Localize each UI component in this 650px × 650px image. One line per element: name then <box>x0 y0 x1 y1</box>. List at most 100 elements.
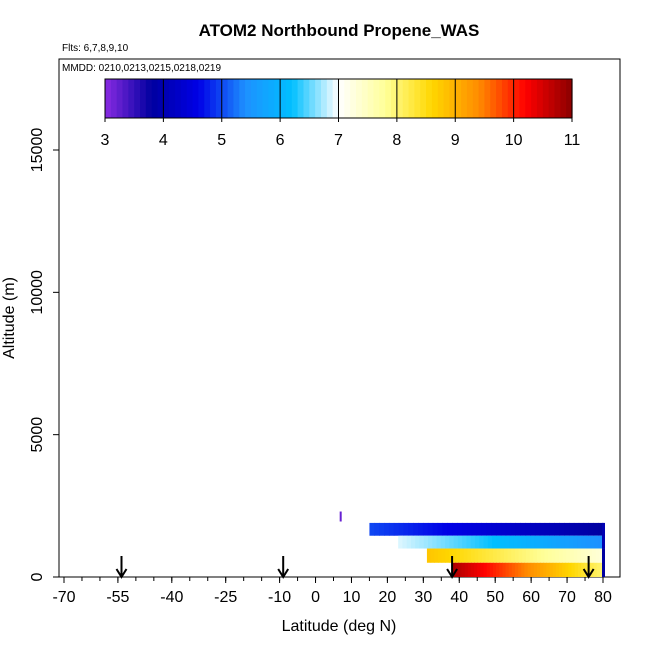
colorbar-segment <box>338 79 345 118</box>
colorbar-segment <box>233 79 240 118</box>
data-cell <box>478 548 483 563</box>
colorbar-segment <box>501 79 509 118</box>
data-cell <box>470 535 476 549</box>
data-cell <box>481 522 487 536</box>
data-cell <box>467 548 472 563</box>
colorbar-segment <box>116 79 124 118</box>
colorbar-segment <box>186 79 194 118</box>
data-cell <box>578 522 585 536</box>
data-cell <box>410 535 416 549</box>
colorbar-segment <box>128 79 135 118</box>
data-cell <box>485 548 490 563</box>
flight-arrows <box>115 556 595 579</box>
data-cell <box>470 548 476 563</box>
data-cell <box>440 535 446 549</box>
data-cell <box>503 548 509 563</box>
data-cell <box>437 522 444 536</box>
x-tick-label: 10 <box>343 589 361 606</box>
colorbar-tick-label: 7 <box>334 132 343 149</box>
data-cell <box>525 522 531 536</box>
data-cell <box>564 535 570 549</box>
colorbar-segment <box>367 79 375 118</box>
data-cell <box>543 562 548 577</box>
data-cell <box>481 548 487 563</box>
edge-marker <box>602 548 605 577</box>
data-cell <box>388 522 395 536</box>
data-cell <box>543 535 549 549</box>
data-cell <box>422 522 429 536</box>
data-cell <box>413 522 419 536</box>
colorbar-segment <box>145 79 153 118</box>
data-cell <box>558 548 564 563</box>
data-cell <box>599 562 604 577</box>
data-cell <box>546 562 551 577</box>
colorbar-segment <box>490 79 497 118</box>
colorbar-segment <box>408 79 415 118</box>
y-tick-label: 10000 <box>29 270 46 315</box>
data-cell <box>562 548 567 563</box>
colorbar-segment <box>110 79 118 118</box>
data-cell <box>577 548 582 563</box>
flights-label: Flts: 6,7,8,9,10 <box>62 43 129 54</box>
data-cell <box>457 535 463 549</box>
data-cell <box>415 535 421 549</box>
colorbar-segment <box>215 79 223 118</box>
data-cell <box>558 562 563 577</box>
colorbar-segment <box>309 79 316 118</box>
profile-row <box>426 548 604 563</box>
y-axis-label: Altitude (m) <box>1 277 18 359</box>
colorbar-segment <box>443 79 451 118</box>
flight-arrow <box>446 556 458 579</box>
profile-row <box>369 522 604 536</box>
x-tick-label: -25 <box>214 589 237 606</box>
data-cell <box>536 562 541 577</box>
x-tick-label: 70 <box>558 589 576 606</box>
data-cell <box>556 535 561 549</box>
data-cell <box>463 548 468 563</box>
colorbar-segment <box>157 79 164 118</box>
colorbar-tick-label: 3 <box>101 132 110 149</box>
data-cell <box>565 562 570 577</box>
colorbar-segment <box>449 79 456 118</box>
colorbar-segment <box>472 79 480 118</box>
x-tick-label: 30 <box>414 589 432 606</box>
colorbar-segment <box>210 79 217 118</box>
data-cell <box>573 522 580 536</box>
data-cell <box>479 535 485 549</box>
colorbar-segment <box>245 79 252 118</box>
data-cell <box>428 535 433 549</box>
colorbar-segment <box>373 79 380 118</box>
data-cell <box>406 535 412 549</box>
data-cell <box>398 522 405 536</box>
x-tick-label: -55 <box>106 589 129 606</box>
colorbar-tick-label: 9 <box>451 132 460 149</box>
colorbar-segment <box>268 79 275 118</box>
data-cell <box>432 522 439 536</box>
data-cell <box>549 522 555 536</box>
colorbar-segment <box>285 79 293 118</box>
data-cell <box>502 562 507 577</box>
colorbar-segment <box>361 79 369 118</box>
data-cell <box>559 522 565 536</box>
data-cell <box>536 548 542 563</box>
data-cell <box>442 522 448 536</box>
data-cell <box>590 535 596 549</box>
data-cell <box>448 548 454 563</box>
data-cell <box>452 548 457 563</box>
data-cell <box>525 548 531 563</box>
colorbar-segment <box>105 79 112 118</box>
colorbar-segment <box>548 79 556 118</box>
flight-arrow <box>115 556 128 579</box>
flight-arrow <box>277 556 290 579</box>
data-cell <box>568 535 574 549</box>
colorbar-segment <box>227 79 235 118</box>
colorbar-segment <box>496 79 503 118</box>
data-cell <box>593 522 599 536</box>
colorbar-segment <box>274 79 281 118</box>
data-cell <box>480 562 485 577</box>
data-cell <box>530 562 535 577</box>
data-cell <box>591 548 597 563</box>
colorbar-segment <box>262 79 270 118</box>
data-cell <box>547 548 553 563</box>
data-cell <box>595 548 600 563</box>
